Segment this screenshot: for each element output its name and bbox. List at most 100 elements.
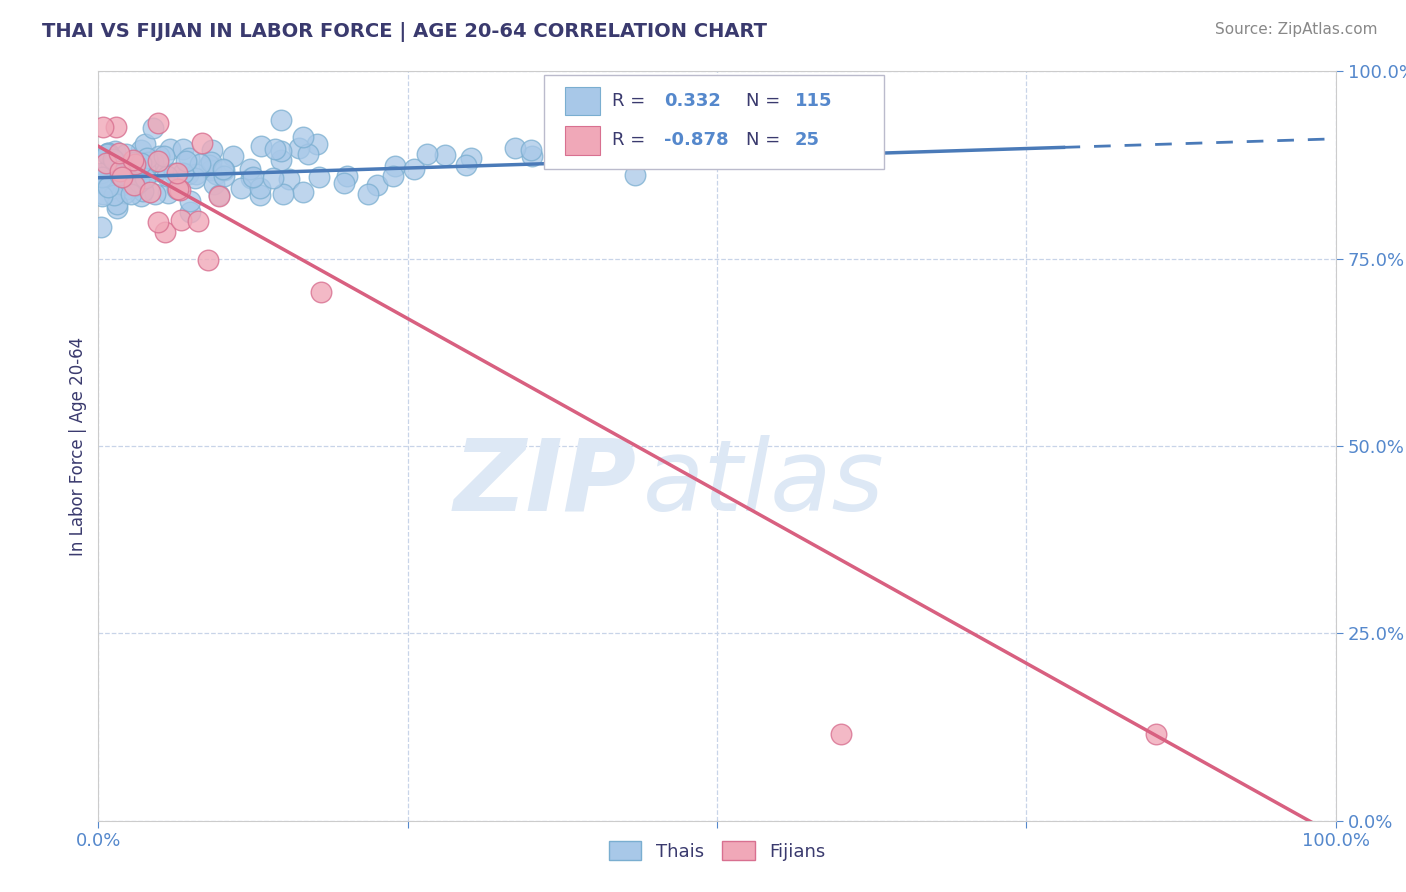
Point [177,168,200,182]
Text: N =: N = [745,131,780,150]
Point [155,226,177,240]
Point [179,205,201,219]
Point [198,158,221,172]
Point [112,173,135,187]
Point [434,148,457,162]
Text: -0.878: -0.878 [664,131,728,150]
Point [94,156,117,170]
Point [148,215,170,229]
Text: 0.332: 0.332 [664,92,721,110]
FancyBboxPatch shape [565,126,599,154]
Point [148,116,170,130]
FancyBboxPatch shape [544,75,884,169]
Point [187,213,209,227]
Point [830,727,852,741]
Point [291,185,314,199]
Point [270,145,292,159]
Point [305,137,328,152]
Point [100,156,122,170]
Point [250,139,273,153]
Point [124,178,146,193]
Point [142,155,165,169]
Point [169,213,191,227]
Point [270,112,292,127]
Point [90,220,112,235]
Point [103,144,125,158]
Point [297,147,319,161]
Point [208,187,231,202]
Point [249,187,271,202]
Point [333,176,356,190]
Point [357,186,380,201]
Point [132,165,155,179]
Point [146,154,169,169]
Point [98,178,121,192]
Point [103,188,125,202]
Point [308,170,330,185]
Point [148,149,170,163]
Text: Source: ZipAtlas.com: Source: ZipAtlas.com [1215,22,1378,37]
Point [132,184,155,198]
Text: N =: N = [745,92,780,110]
Text: THAI VS FIJIAN IN LABOR FORCE | AGE 20-64 CORRELATION CHART: THAI VS FIJIAN IN LABOR FORCE | AGE 20-6… [42,22,768,42]
Point [108,145,131,160]
Point [172,142,194,156]
Point [90,166,112,180]
Point [112,177,135,191]
Text: R =: R = [612,92,645,110]
Point [156,169,179,183]
Y-axis label: In Labor Force | Age 20-64: In Labor Force | Age 20-64 [69,336,87,556]
Point [139,186,162,200]
Point [270,153,292,167]
Point [208,189,231,203]
Point [179,151,201,165]
Point [142,121,165,136]
Point [97,180,120,194]
Point [239,161,262,176]
Point [166,182,188,196]
Text: atlas: atlas [643,435,884,532]
Point [262,170,284,185]
Point [134,137,156,152]
Point [128,175,150,189]
Point [120,186,142,201]
Text: 115: 115 [794,92,832,110]
Legend: Thais, Fijians: Thais, Fijians [602,834,832,868]
Text: ZIP: ZIP [454,435,637,532]
Point [111,169,134,184]
Point [136,159,159,173]
Point [105,197,128,211]
Point [222,148,245,162]
Point [110,164,132,178]
Point [93,178,115,192]
Point [97,146,120,161]
Point [157,186,180,200]
Text: R =: R = [612,131,645,150]
Point [114,147,136,161]
Point [179,194,201,208]
Point [110,178,132,192]
Point [143,187,166,202]
Point [382,169,405,183]
Point [291,130,314,145]
Point [456,157,478,171]
Point [122,155,145,169]
Point [264,142,287,156]
Point [190,157,212,171]
Point [271,186,294,201]
Point [176,153,198,168]
Point [191,136,214,151]
Point [336,169,359,183]
Point [129,143,152,157]
Point [91,169,114,184]
Point [211,161,233,176]
Point [96,146,118,161]
Point [90,188,112,202]
Point [277,172,299,186]
Point [129,156,152,170]
Point [127,160,149,174]
Point [145,164,167,178]
Point [229,180,252,194]
Point [93,175,115,189]
Point [108,157,131,171]
